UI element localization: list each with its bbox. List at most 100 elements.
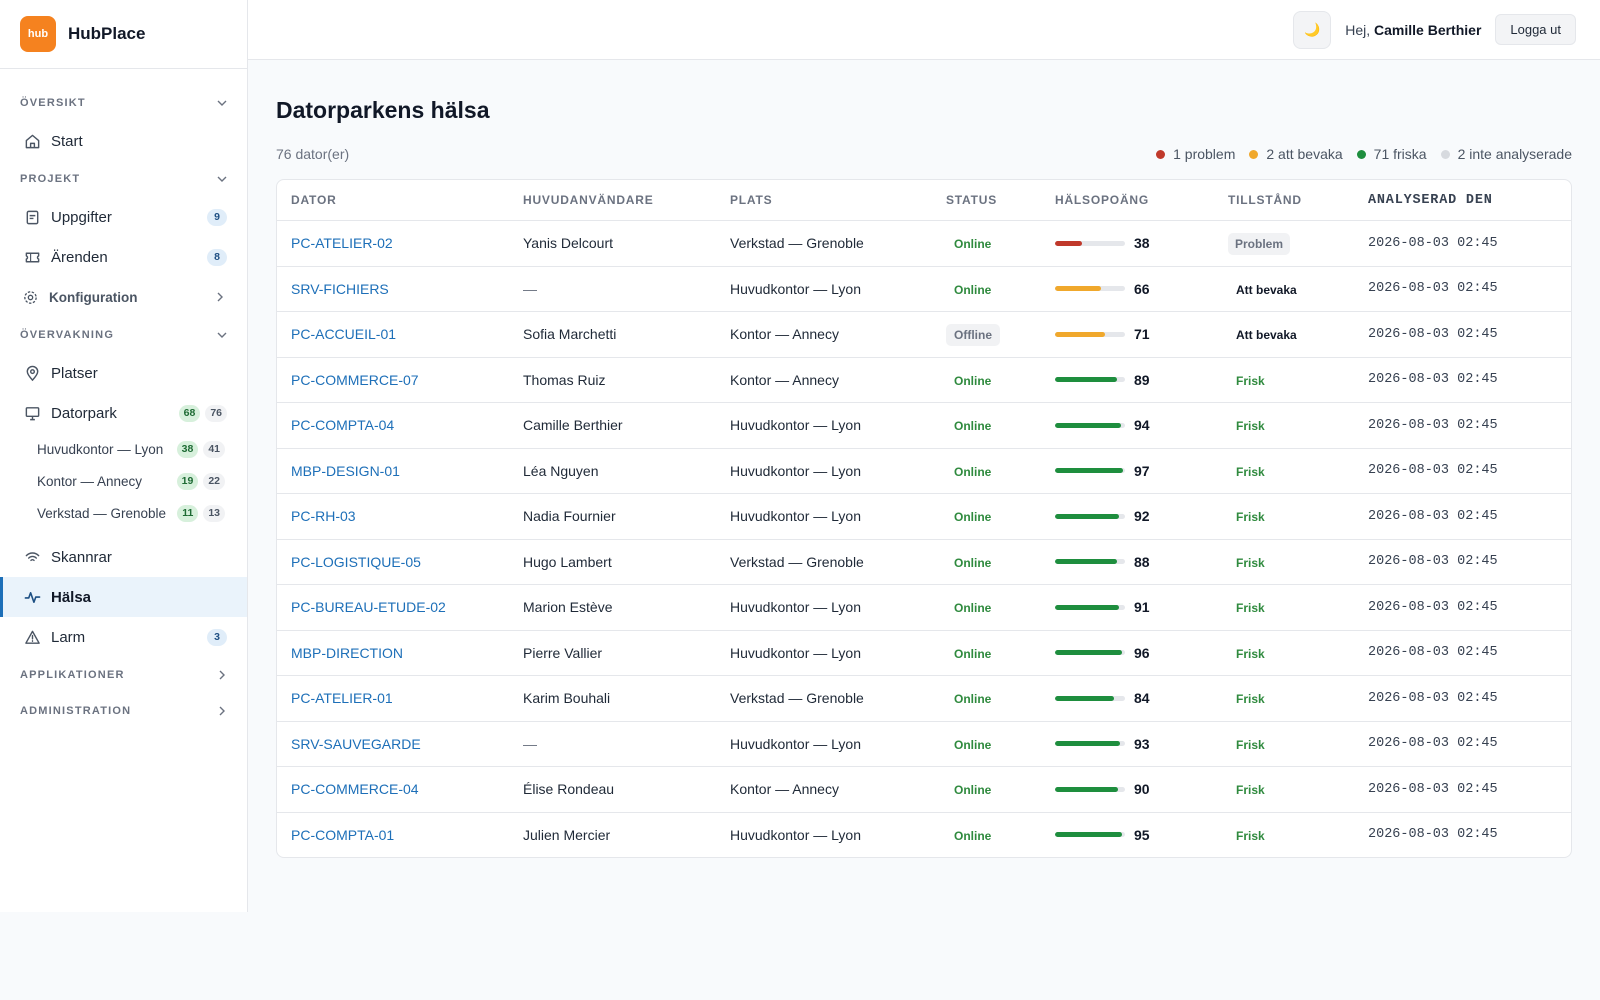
table-row[interactable]: PC-ATELIER-01 Karim Bouhali Verkstad — Gre… <box>277 675 1571 721</box>
health-bar <box>1055 604 1125 610</box>
table-row[interactable]: SRV-SAUVEGARDE — Huvudkontor — Lyon Online 9… <box>277 720 1571 767</box>
sidebar-item-konfiguration[interactable]: Konfiguration <box>0 277 247 317</box>
section-applikationer[interactable]: APPLIKATIONER <box>0 657 247 693</box>
location: Huvudkontor — Lyon <box>730 826 861 843</box>
health-legend: 1 problem 2 att bevaka 71 friska 2 inte ana… <box>1142 146 1572 162</box>
table-row[interactable]: PC-BUREAU-ETUDE-02 Marion Estève Huvudkont… <box>277 584 1571 630</box>
status-badge: Online <box>954 464 992 479</box>
computer-link[interactable]: PC-RH-03 <box>291 508 356 525</box>
chevron-down-icon <box>215 328 229 342</box>
sidebar-item-uppgifter[interactable]: Uppgifter 9 <box>0 197 247 237</box>
table-row[interactable]: MBP-DIRECTION Pierre Vallier Huvudkontor —… <box>277 629 1571 676</box>
computer-link[interactable]: PC-COMMERCE-07 <box>291 371 419 388</box>
column-header[interactable]: STATUS <box>946 193 998 207</box>
analyzed-date: 2026-08-03 02:45 <box>1368 326 1498 342</box>
sidebar-item-label: Larm <box>51 628 86 646</box>
health-bar <box>1055 650 1125 656</box>
sidebar-item-platser[interactable]: Platser <box>0 353 247 393</box>
computer-link[interactable]: PC-BUREAU-ETUDE-02 <box>291 599 446 616</box>
state-badge: Frisk <box>1236 828 1265 843</box>
monitor-icon <box>22 403 42 423</box>
column-header[interactable]: HÄLSOPOÄNG <box>1055 193 1150 207</box>
table-row[interactable]: PC-ATELIER-02 Yanis Delcourt Verkstad — Gr… <box>277 220 1571 266</box>
primary-user: Pierre Vallier <box>523 644 603 661</box>
sidebar-subitem-grenoble[interactable]: Verkstad — Grenoble 11 13 <box>0 497 247 529</box>
table-row[interactable]: PC-COMMERCE-07 Thomas Ruiz Kontor — Annecy… <box>277 356 1571 403</box>
page-title: Datorparkens hälsa <box>276 97 490 123</box>
section-overvakning[interactable]: ÖVERVAKNING <box>0 317 247 353</box>
status-cell: Online <box>946 781 1055 797</box>
location: Huvudkontor — Lyon <box>730 644 861 661</box>
health-score-cell: 66 <box>1055 281 1228 297</box>
sidebar: hub HubPlace ÖVERSIKT Start PROJEKT Uppg… <box>0 0 248 912</box>
table-row[interactable]: PC-RH-03 Nadia Fournier Huvudkontor — Lyon… <box>277 493 1571 539</box>
sidebar-nav: ÖVERSIKT Start PROJEKT Uppgifter 9 Ärend… <box>0 69 247 729</box>
health-bar-fill <box>1055 240 1082 246</box>
column-header[interactable]: PLATS <box>730 193 773 207</box>
sidebar-subitem-label: Verkstad — Grenoble <box>37 505 167 521</box>
sidebar-item-start[interactable]: Start <box>0 121 247 161</box>
table-row[interactable]: SRV-FICHIERS — Huvudkontor — Lyon Online 66 A… <box>277 265 1571 312</box>
table-row[interactable]: PC-LOGISTIQUE-05 Hugo Lambert Verkstad — G… <box>277 538 1571 585</box>
ticket-icon <box>22 247 42 267</box>
location-icon <box>22 363 42 383</box>
state-badge: Frisk <box>1236 373 1265 388</box>
column-header[interactable]: HUVUDANVÄNDARE <box>523 193 654 207</box>
table-row[interactable]: PC-ACCUEIL-01 Sofia Marchetti Kontor — Ann… <box>277 311 1571 357</box>
table-row[interactable]: PC-COMPTA-01 Julien Mercier Huvudkontor — … <box>277 811 1571 858</box>
sidebar-item-datorpark[interactable]: Datorpark 68 76 <box>0 393 247 433</box>
sidebar-item-skannrar[interactable]: Skannrar <box>0 537 247 577</box>
status-cell: Online <box>946 827 1055 843</box>
computer-link[interactable]: SRV-FICHIERS <box>291 280 389 297</box>
computer-link[interactable]: PC-ATELIER-01 <box>291 690 393 707</box>
warning-icon <box>22 627 42 647</box>
logo-icon: hub <box>20 16 56 52</box>
computer-link[interactable]: PC-COMMERCE-04 <box>291 781 419 798</box>
theme-toggle-button[interactable]: 🌙 <box>1293 10 1332 49</box>
column-header[interactable]: TILLSTÅND <box>1228 193 1302 207</box>
section-projekt[interactable]: PROJEKT <box>0 161 247 197</box>
brand[interactable]: hub HubPlace <box>0 0 247 69</box>
status-badge: Online <box>954 601 992 616</box>
computer-link[interactable]: PC-COMPTA-04 <box>291 417 395 434</box>
logout-button[interactable]: Logga ut <box>1495 14 1576 45</box>
state-badge: Frisk <box>1236 510 1265 525</box>
table-row[interactable]: MBP-DESIGN-01 Léa Nguyen Huvudkontor — Lyo… <box>277 447 1571 494</box>
table-row[interactable]: PC-COMMERCE-04 Élise Rondeau Kontor — Anne… <box>277 766 1571 812</box>
sidebar-item-larm[interactable]: Larm 3 <box>0 617 247 657</box>
analyzed-date: 2026-08-03 02:45 <box>1368 235 1498 251</box>
computer-link[interactable]: PC-LOGISTIQUE-05 <box>291 553 421 570</box>
computer-link[interactable]: PC-ACCUEIL-01 <box>291 326 397 343</box>
sidebar-item-label: Konfiguration <box>49 289 138 305</box>
table-row[interactable]: PC-COMPTA-04 Camille Berthier Huvudkontor … <box>277 402 1571 448</box>
sidebar-item-arenden[interactable]: Ärenden 8 <box>0 237 247 277</box>
state-badge: Frisk <box>1236 737 1265 752</box>
section-oversikt[interactable]: ÖVERSIKT <box>0 85 247 121</box>
computer-link[interactable]: PC-COMPTA-01 <box>291 826 395 843</box>
sidebar-item-halsa[interactable]: Hälsa <box>0 577 247 617</box>
state-cell: Frisk <box>1228 554 1368 570</box>
chevron-right-icon <box>215 668 229 682</box>
health-score-cell: 90 <box>1055 781 1228 797</box>
sidebar-subitem-lyon[interactable]: Huvudkontor — Lyon 38 41 <box>0 433 247 465</box>
analyzed-date: 2026-08-03 02:45 <box>1368 781 1498 797</box>
computer-link[interactable]: MBP-DESIGN-01 <box>291 462 400 479</box>
section-administration[interactable]: ADMINISTRATION <box>0 693 247 729</box>
sidebar-subitem-annecy[interactable]: Kontor — Annecy 19 22 <box>0 465 247 497</box>
status-badge: Online <box>954 783 992 798</box>
column-header[interactable]: ANALYSERAD DEN <box>1368 192 1493 208</box>
column-header[interactable]: DATOR <box>291 193 337 207</box>
health-bar <box>1055 240 1125 246</box>
status-cell: Online <box>946 736 1055 752</box>
status-badge: Online <box>954 237 992 252</box>
state-cell: Att bevaka <box>1228 281 1368 297</box>
health-score: 71 <box>1134 326 1150 343</box>
computer-link[interactable]: SRV-SAUVEGARDE <box>291 735 421 752</box>
status-badge: Online <box>954 828 992 843</box>
sidebar-subitem-label: Kontor — Annecy <box>37 473 143 489</box>
computer-link[interactable]: PC-ATELIER-02 <box>291 235 393 252</box>
legend-dot-icon <box>1440 149 1450 159</box>
computer-link[interactable]: MBP-DIRECTION <box>291 644 403 661</box>
state-badge: Problem <box>1228 233 1291 256</box>
sidebar-item-label: Start <box>51 132 83 150</box>
